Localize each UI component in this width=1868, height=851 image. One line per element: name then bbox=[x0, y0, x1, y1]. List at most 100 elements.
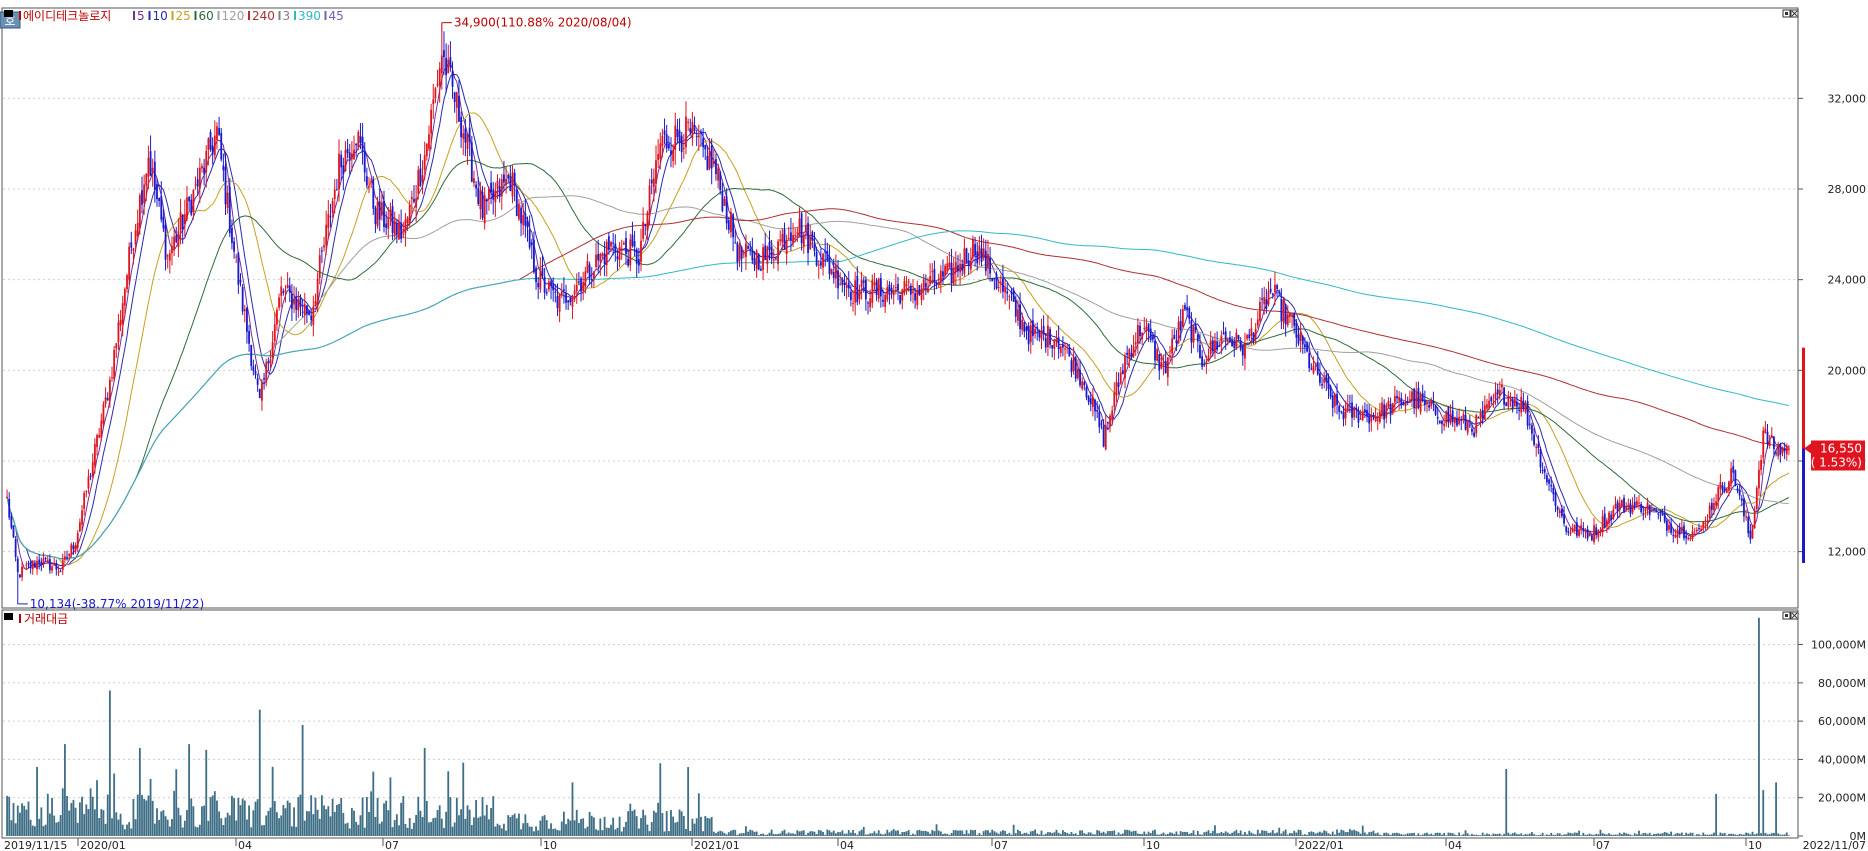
volume-bar bbox=[665, 811, 668, 836]
candle-body bbox=[869, 298, 872, 308]
volume-bar bbox=[1130, 831, 1133, 836]
candle-body bbox=[894, 287, 897, 289]
candle-body bbox=[1353, 407, 1356, 418]
volume-menu-icon[interactable] bbox=[4, 613, 13, 620]
volume-bar bbox=[862, 826, 865, 836]
candle-body bbox=[592, 272, 595, 279]
legend-swatch bbox=[294, 11, 296, 20]
candle-body bbox=[1274, 284, 1276, 293]
volume-bar bbox=[1513, 832, 1516, 836]
candle-body bbox=[522, 215, 525, 226]
volume-bar bbox=[72, 799, 75, 836]
volume-bar bbox=[254, 801, 257, 836]
volume-bar bbox=[1128, 830, 1131, 836]
candle-body bbox=[273, 324, 276, 342]
volume-bar bbox=[1355, 830, 1358, 836]
candle-body bbox=[1199, 344, 1201, 359]
price-grid bbox=[3, 97, 1797, 553]
date-tick-label: 2019/11/15 bbox=[4, 839, 67, 851]
volume-bar bbox=[822, 831, 824, 836]
volume-bar bbox=[798, 831, 801, 836]
candle-body bbox=[1565, 526, 1568, 532]
volume-bar bbox=[732, 829, 735, 836]
volume-bar bbox=[282, 805, 285, 836]
volume-bar bbox=[1668, 833, 1670, 836]
volume-bar bbox=[1333, 834, 1336, 836]
volume-bar bbox=[987, 830, 989, 836]
volume-bar bbox=[1231, 832, 1234, 836]
volume-bar bbox=[312, 814, 315, 836]
volume-bar bbox=[1256, 829, 1259, 836]
volume-bar bbox=[800, 830, 803, 836]
price-menu-icon[interactable] bbox=[4, 10, 13, 17]
volume-bar bbox=[796, 830, 799, 836]
volume-bar bbox=[614, 829, 617, 836]
volume-bar bbox=[999, 831, 1002, 836]
volume-bar bbox=[479, 816, 482, 836]
volume-bar bbox=[528, 826, 531, 836]
candle-body bbox=[1541, 469, 1544, 471]
volume-bar bbox=[1175, 831, 1178, 836]
price-tick-label: 12,000 bbox=[1828, 546, 1867, 559]
candle-body bbox=[577, 281, 580, 283]
candle-body bbox=[455, 92, 458, 108]
candle-body bbox=[819, 262, 822, 266]
candle-body bbox=[143, 184, 146, 203]
candle-body bbox=[1605, 520, 1608, 527]
volume-bar bbox=[886, 829, 889, 836]
candle-body bbox=[1456, 417, 1458, 426]
candle-body bbox=[1383, 404, 1386, 420]
candle-body bbox=[963, 248, 966, 275]
volume-bar bbox=[119, 813, 122, 836]
volume-bar bbox=[23, 805, 26, 836]
candle-body bbox=[1623, 497, 1625, 513]
candle-body bbox=[297, 299, 300, 311]
volume-tick-label: 60,000M bbox=[1818, 715, 1866, 728]
candle-body bbox=[1158, 354, 1161, 371]
candle-body bbox=[216, 126, 218, 140]
candle-body bbox=[1203, 364, 1206, 366]
volume-bar bbox=[488, 819, 490, 836]
candle-body bbox=[1366, 409, 1368, 417]
volume-legend-label: 거래대금 bbox=[24, 612, 68, 626]
candle-body bbox=[1680, 527, 1683, 532]
legend-item: 390 bbox=[298, 9, 321, 23]
volume-bar bbox=[1353, 829, 1356, 836]
volume-bar bbox=[1438, 832, 1441, 836]
candle-body bbox=[119, 319, 122, 326]
volume-bar bbox=[1633, 833, 1636, 836]
volume-bar bbox=[849, 832, 852, 836]
volume-bar bbox=[539, 820, 542, 836]
volume-bar bbox=[231, 795, 233, 836]
candle-body bbox=[295, 297, 298, 310]
volume-bar bbox=[1042, 834, 1045, 836]
volume-bar bbox=[1295, 832, 1298, 836]
volume-bar bbox=[1554, 834, 1557, 836]
candle-body bbox=[1588, 532, 1591, 536]
volume-bar bbox=[764, 834, 767, 836]
volume-bar bbox=[340, 797, 343, 836]
legend-swatch bbox=[248, 11, 250, 20]
date-axis-ticks: 2019/11/15 2020/01 04 07 10 2021/01 04 07 10 2022… bbox=[4, 838, 1866, 851]
volume-bar bbox=[1650, 834, 1653, 836]
volume-bar bbox=[753, 831, 756, 836]
candle-body bbox=[1295, 322, 1298, 338]
candle-body bbox=[271, 342, 274, 358]
volume-bar bbox=[402, 796, 405, 836]
candle-body bbox=[179, 212, 182, 231]
volume-bar bbox=[1421, 834, 1424, 836]
volume-bar bbox=[974, 829, 977, 836]
volume-panel-window-buttons[interactable] bbox=[1782, 611, 1799, 620]
volume-bar bbox=[1646, 834, 1649, 836]
price-panel-window-buttons[interactable] bbox=[1782, 9, 1799, 18]
candle-body bbox=[1419, 395, 1422, 413]
volume-bar bbox=[494, 826, 497, 836]
candle-body bbox=[879, 278, 882, 297]
candle-body bbox=[1233, 343, 1236, 348]
candle-body bbox=[1563, 513, 1565, 524]
candle-body bbox=[507, 175, 510, 179]
volume-bar bbox=[1383, 832, 1386, 836]
volume-bar bbox=[106, 794, 109, 836]
candle-body bbox=[1700, 528, 1703, 531]
candle-body bbox=[498, 186, 501, 197]
